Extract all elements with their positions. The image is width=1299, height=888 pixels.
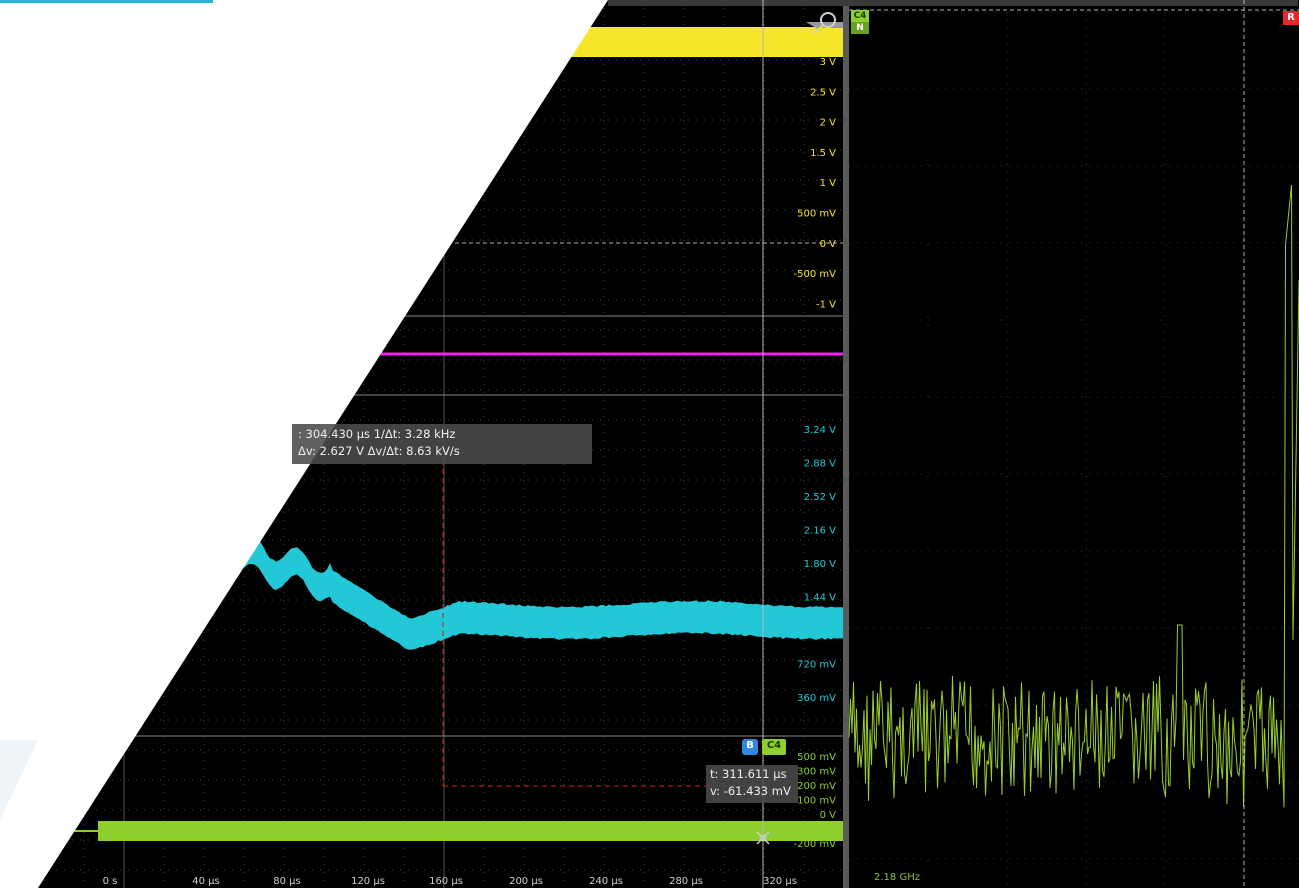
panel-divider[interactable] [843,0,849,888]
time-label: 40 µs [12,876,39,887]
cursor-b-time: t: 311.611 µs [710,766,794,783]
ch3-label: 3.24 V [804,425,836,436]
ch4-label: 100 mV [797,796,836,807]
ch1-label: 3 V [820,57,837,68]
cursor-readout: : 304.430 µs 1/Δt: 3.28 kHz Δv: 2.627 V … [292,424,592,464]
ref-marker-badge[interactable]: R [1283,11,1299,25]
ch1-label: -1 V [816,299,836,310]
time-label: 160 µs [429,876,463,887]
cursor-readout-line1: : 304.430 µs 1/Δt: 3.28 kHz [298,426,586,443]
ch1-label: -500 mV [794,269,837,280]
ch4-badge[interactable]: C4 [762,739,786,755]
cursor-b-badge[interactable]: B [742,739,758,755]
time-label: 120 µs [351,876,385,887]
ch3-label: 360 mV [797,693,836,704]
time-label: 200 µs [509,876,543,887]
ch4-label: 200 mV [797,781,836,792]
ch4-label: 300 mV [797,767,836,778]
cursor-readout-line2: Δv: 2.627 V Δv/Δt: 8.63 kV/s [298,443,586,460]
spectrum-ch4-badge-n[interactable]: N [851,22,869,34]
time-label: 80 µs [273,876,300,887]
ch1-label: 2.5 V [810,87,836,98]
ch3-label: 1.80 V [804,559,836,570]
ch4-label: 0 V [820,810,837,821]
ch3-scale-labels: 3.24 V 2.88 V 2.52 V 2.16 V 1.80 V 1.44 V 1.08… [797,425,836,704]
ch3-label: 2.52 V [804,492,836,503]
ch3-label: 2.16 V [804,526,836,537]
ch3-label: 1.08 V [804,626,836,637]
ch1-label: 1 V [820,178,837,189]
ch3-label: 2.88 V [804,459,836,470]
time-label: 240 µs [589,876,623,887]
spectrum-frequency-label: 2.18 GHz [874,872,920,883]
ch4-label: 500 mV [797,752,836,763]
ch1-label: 500 mV [797,209,836,220]
cursor-b-readout: t: 311.611 µs v: -61.433 mV [706,765,798,803]
ch1-label: 2 V [820,118,837,129]
ch4-label: -100 mV [794,825,837,836]
ch4-label: -200 mV [794,839,837,850]
cursor-b-voltage: v: -61.433 mV [710,783,794,800]
ch4-scale-labels: 500 mV 300 mV 200 mV 100 mV 0 V -100 mV -200 m… [794,752,837,850]
ch3-label: 1.44 V [804,593,836,604]
time-label: 0 s [103,876,118,887]
time-label: 280 µs [669,876,703,887]
ch4-waveform [0,821,843,841]
time-label: 40 µs [192,876,219,887]
ch3-label: 720 mV [797,660,836,671]
ch1-label: 1.5 V [810,148,836,159]
time-label: 320 µs [763,876,797,887]
ch1-label: 0 V [820,239,837,250]
ch1-waveform [0,27,843,57]
spectrum-ch4-badge[interactable]: C4 [851,10,869,22]
